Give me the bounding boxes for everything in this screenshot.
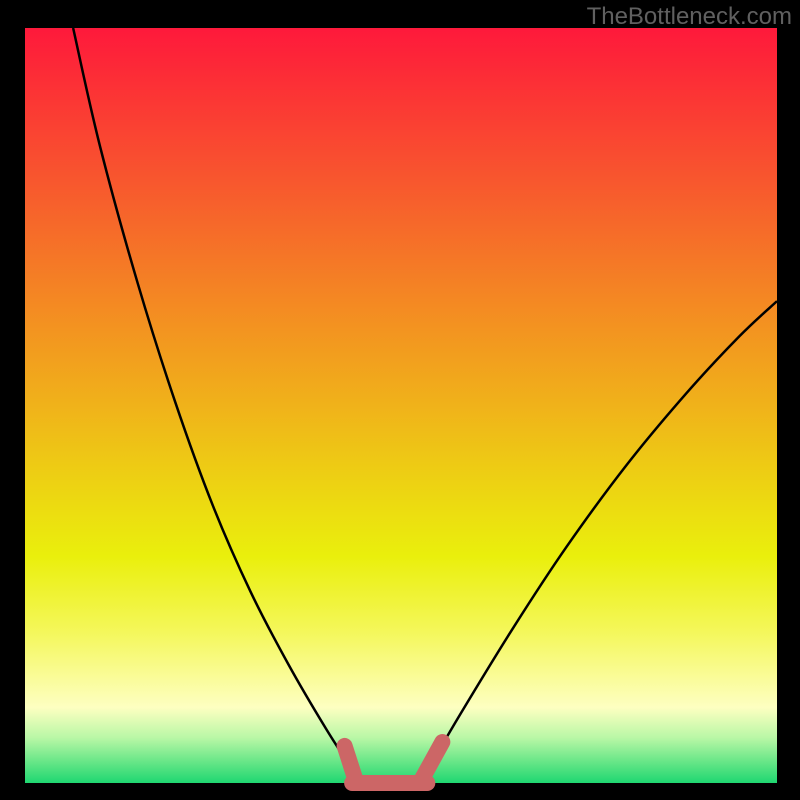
- bottleneck-chart: [0, 0, 800, 800]
- chart-stage: TheBottleneck.com: [0, 0, 800, 800]
- plot-background: [25, 28, 777, 783]
- left-branch-accent: [345, 746, 356, 781]
